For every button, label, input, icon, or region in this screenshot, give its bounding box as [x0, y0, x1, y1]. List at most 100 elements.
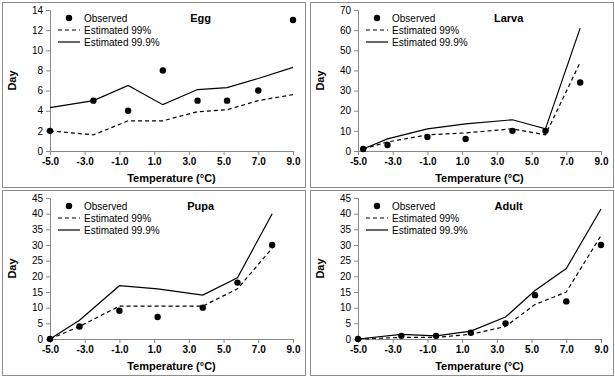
y-tick-label: 10	[32, 45, 44, 56]
legend-item: Estimated 99%	[58, 25, 151, 36]
x-tick: 7.0	[560, 339, 574, 355]
point	[502, 320, 508, 326]
legend-label: Estimated 99%	[392, 213, 459, 224]
x-tick: 5.0	[217, 151, 231, 167]
x-tick-label: 1.0	[456, 156, 470, 167]
x-tick-label: 5.0	[525, 344, 539, 355]
legend-item: Estimated 99%	[366, 213, 459, 224]
panel-border	[311, 191, 614, 376]
legend-label: Estimated 99.9%	[84, 225, 160, 236]
y-tick-label: 20	[340, 105, 352, 116]
y-tick-mark	[46, 323, 50, 324]
y-tick-mark	[46, 261, 50, 262]
x-axis-line	[359, 152, 602, 156]
x-tick-label: -3.0	[385, 156, 403, 167]
panel-title: Egg	[190, 12, 211, 24]
y-tick-mark	[354, 10, 358, 11]
series-line	[50, 248, 272, 339]
panel-title: Larva	[494, 12, 524, 24]
x-tick-label: -5.0	[42, 344, 60, 355]
y-axis: 02468101214	[32, 5, 51, 157]
y-tick: 15	[340, 287, 358, 298]
y-tick: 70	[340, 5, 358, 16]
x-tick-label: -5.0	[350, 344, 368, 355]
x-tick: -3.0	[385, 339, 403, 355]
y-tick-mark	[354, 50, 358, 51]
x-tick-label: -3.0	[77, 156, 95, 167]
y-tick: 6	[37, 85, 50, 96]
legend-label: Estimated 99%	[84, 25, 151, 36]
x-tick: -1.0	[111, 151, 129, 167]
y-tick-mark	[46, 10, 50, 11]
x-tick: 1.0	[456, 339, 470, 355]
x-tick-label: -1.0	[419, 344, 437, 355]
x-tick: -5.0	[42, 151, 60, 167]
point	[224, 97, 230, 103]
y-tick-mark	[354, 261, 358, 262]
x-tick-label: 3.0	[182, 344, 196, 355]
legend-symbol	[374, 203, 380, 209]
y-tick-mark	[354, 245, 358, 246]
y-tick-mark	[46, 276, 50, 277]
x-tick: 3.0	[182, 151, 196, 167]
y-tick: 0	[37, 146, 50, 157]
y-tick: 30	[32, 240, 50, 251]
y-tick-mark	[46, 245, 50, 246]
y-tick: 60	[340, 25, 358, 36]
x-tick: 1.0	[148, 339, 162, 355]
x-tick: 3.0	[490, 339, 504, 355]
series-line	[50, 214, 272, 339]
x-tick-label: 9.0	[595, 156, 609, 167]
y-tick-mark	[354, 30, 358, 31]
y-tick-label: 60	[340, 25, 352, 36]
legend-item: Estimated 99.9%	[366, 225, 468, 236]
x-tick: 3.0	[182, 339, 196, 355]
y-tick-label: 0	[37, 334, 43, 345]
legend-label: Observed	[84, 13, 127, 24]
legend-label: Estimated 99.9%	[392, 37, 468, 48]
y-tick-label: 15	[32, 287, 44, 298]
x-tick-label: 9.0	[287, 156, 301, 167]
y-tick-label: 14	[32, 5, 44, 16]
panel: -5.0-3.0-1.01.03.05.07.09.00102030405060…	[311, 3, 614, 188]
y-tick-label: 5	[345, 318, 351, 329]
x-tick-mark	[497, 339, 498, 343]
y-tick: 12	[32, 25, 50, 36]
y-tick: 5	[345, 318, 358, 329]
legend-item: Estimated 99.9%	[366, 37, 468, 48]
x-tick-mark	[154, 151, 155, 155]
x-tick-mark	[532, 339, 533, 343]
x-tick-label: -3.0	[77, 344, 95, 355]
y-tick-label: 30	[340, 240, 352, 251]
point	[563, 298, 569, 304]
legend-item: Observed	[374, 201, 436, 212]
point	[398, 333, 404, 339]
x-tick-mark	[497, 151, 498, 155]
y-tick-label: 40	[340, 208, 352, 219]
x-axis-title: Temperature (°C)	[435, 172, 524, 184]
y-axis-line	[354, 199, 359, 340]
legend-symbol	[66, 203, 72, 209]
x-tick: 5.0	[525, 339, 539, 355]
point	[194, 97, 200, 103]
y-tick-mark	[354, 292, 358, 293]
y-tick-label: 20	[32, 271, 44, 282]
y-tick: 14	[32, 5, 50, 16]
y-axis-title: Day	[6, 70, 18, 91]
x-tick-label: 9.0	[287, 344, 301, 355]
x-tick-label: 3.0	[490, 344, 504, 355]
panel: -5.0-3.0-1.01.03.05.07.09.00510152025303…	[3, 191, 306, 376]
y-axis-line	[46, 199, 51, 340]
y-tick: 5	[37, 318, 50, 329]
point	[462, 136, 468, 142]
point	[290, 17, 296, 23]
x-axis: -5.0-3.0-1.01.03.05.07.09.0	[42, 339, 301, 355]
y-tick: 40	[32, 208, 50, 219]
point	[269, 242, 275, 248]
x-tick-mark	[566, 339, 567, 343]
x-tick: 5.0	[217, 339, 231, 355]
x-axis-title: Temperature (°C)	[127, 360, 216, 372]
series-line	[363, 62, 580, 149]
x-axis-line	[51, 152, 294, 156]
y-tick: 45	[32, 193, 50, 204]
